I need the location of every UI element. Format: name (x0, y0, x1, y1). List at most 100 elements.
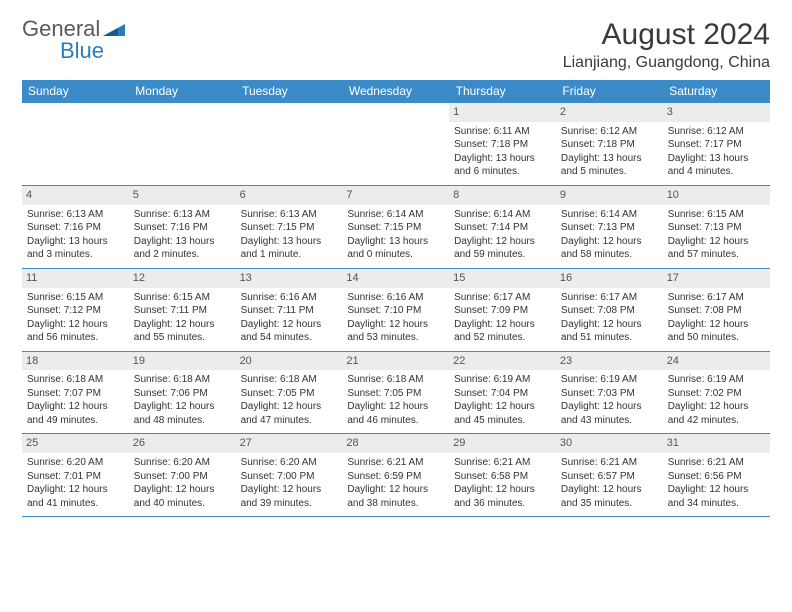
sunset-text: Sunset: 7:13 PM (668, 221, 765, 235)
daylight-text-1: Daylight: 12 hours (454, 235, 551, 249)
daylight-text-2: and 41 minutes. (27, 497, 124, 511)
day-number: 23 (556, 352, 663, 371)
daylight-text-2: and 58 minutes. (561, 248, 658, 262)
day-number: 25 (22, 434, 129, 453)
day-number: 11 (22, 269, 129, 288)
calendar-day-cell: 1Sunrise: 6:11 AMSunset: 7:18 PMDaylight… (449, 103, 556, 186)
logo: GeneralBlue (22, 18, 125, 62)
calendar-day-cell: 3Sunrise: 6:12 AMSunset: 7:17 PMDaylight… (663, 103, 770, 186)
sunrise-text: Sunrise: 6:20 AM (27, 456, 124, 470)
day-number: 20 (236, 352, 343, 371)
day-number: 16 (556, 269, 663, 288)
calendar-day-cell: 26Sunrise: 6:20 AMSunset: 7:00 PMDayligh… (129, 434, 236, 517)
calendar-week-row: 25Sunrise: 6:20 AMSunset: 7:01 PMDayligh… (22, 434, 770, 517)
sunrise-text: Sunrise: 6:18 AM (134, 373, 231, 387)
sunset-text: Sunset: 7:00 PM (134, 470, 231, 484)
calendar-header-row: SundayMondayTuesdayWednesdayThursdayFrid… (22, 80, 770, 103)
calendar-day-cell: 16Sunrise: 6:17 AMSunset: 7:08 PMDayligh… (556, 268, 663, 351)
sunrise-text: Sunrise: 6:14 AM (454, 208, 551, 222)
sunrise-text: Sunrise: 6:15 AM (27, 291, 124, 305)
daylight-text-2: and 34 minutes. (668, 497, 765, 511)
daylight-text-1: Daylight: 13 hours (347, 235, 444, 249)
day-number: 18 (22, 352, 129, 371)
sunrise-text: Sunrise: 6:21 AM (561, 456, 658, 470)
daylight-text-2: and 45 minutes. (454, 414, 551, 428)
day-number: 9 (556, 186, 663, 205)
calendar-day-cell: 7Sunrise: 6:14 AMSunset: 7:15 PMDaylight… (342, 185, 449, 268)
calendar-day-cell: 8Sunrise: 6:14 AMSunset: 7:14 PMDaylight… (449, 185, 556, 268)
daylight-text-2: and 42 minutes. (668, 414, 765, 428)
title-block: August 2024 Lianjiang, Guangdong, China (563, 18, 770, 72)
sunrise-text: Sunrise: 6:13 AM (241, 208, 338, 222)
day-number: 12 (129, 269, 236, 288)
logo-triangle-icon (103, 18, 125, 40)
weekday-header: Tuesday (236, 80, 343, 103)
calendar-day-cell: 21Sunrise: 6:18 AMSunset: 7:05 PMDayligh… (342, 351, 449, 434)
daylight-text-1: Daylight: 13 hours (241, 235, 338, 249)
location-text: Lianjiang, Guangdong, China (563, 54, 770, 72)
daylight-text-2: and 2 minutes. (134, 248, 231, 262)
calendar-day-cell: 23Sunrise: 6:19 AMSunset: 7:03 PMDayligh… (556, 351, 663, 434)
sunset-text: Sunset: 7:14 PM (454, 221, 551, 235)
daylight-text-1: Daylight: 12 hours (454, 400, 551, 414)
calendar-day-cell: 5Sunrise: 6:13 AMSunset: 7:16 PMDaylight… (129, 185, 236, 268)
calendar-day-cell: 31Sunrise: 6:21 AMSunset: 6:56 PMDayligh… (663, 434, 770, 517)
daylight-text-2: and 5 minutes. (561, 165, 658, 179)
daylight-text-2: and 56 minutes. (27, 331, 124, 345)
calendar-page: GeneralBlue August 2024 Lianjiang, Guang… (0, 0, 792, 535)
sunrise-text: Sunrise: 6:16 AM (347, 291, 444, 305)
day-number: 30 (556, 434, 663, 453)
daylight-text-1: Daylight: 13 hours (454, 152, 551, 166)
sunrise-text: Sunrise: 6:20 AM (241, 456, 338, 470)
daylight-text-2: and 51 minutes. (561, 331, 658, 345)
daylight-text-1: Daylight: 12 hours (561, 483, 658, 497)
day-number: 1 (449, 103, 556, 122)
sunset-text: Sunset: 7:03 PM (561, 387, 658, 401)
weekday-header: Friday (556, 80, 663, 103)
daylight-text-2: and 36 minutes. (454, 497, 551, 511)
day-number: 10 (663, 186, 770, 205)
day-number: 13 (236, 269, 343, 288)
sunset-text: Sunset: 6:57 PM (561, 470, 658, 484)
daylight-text-2: and 52 minutes. (454, 331, 551, 345)
calendar-week-row: 4Sunrise: 6:13 AMSunset: 7:16 PMDaylight… (22, 185, 770, 268)
calendar-day-cell (342, 103, 449, 186)
daylight-text-1: Daylight: 12 hours (134, 483, 231, 497)
day-number: 21 (342, 352, 449, 371)
day-number: 22 (449, 352, 556, 371)
daylight-text-1: Daylight: 13 hours (27, 235, 124, 249)
sunset-text: Sunset: 7:09 PM (454, 304, 551, 318)
day-number: 28 (342, 434, 449, 453)
daylight-text-2: and 1 minute. (241, 248, 338, 262)
sunset-text: Sunset: 7:18 PM (454, 138, 551, 152)
sunset-text: Sunset: 6:56 PM (668, 470, 765, 484)
calendar-day-cell: 10Sunrise: 6:15 AMSunset: 7:13 PMDayligh… (663, 185, 770, 268)
sunrise-text: Sunrise: 6:18 AM (27, 373, 124, 387)
day-number: 3 (663, 103, 770, 122)
day-number: 2 (556, 103, 663, 122)
weekday-header: Saturday (663, 80, 770, 103)
daylight-text-1: Daylight: 12 hours (27, 318, 124, 332)
sunrise-text: Sunrise: 6:17 AM (454, 291, 551, 305)
sunrise-text: Sunrise: 6:15 AM (668, 208, 765, 222)
sunrise-text: Sunrise: 6:16 AM (241, 291, 338, 305)
sunrise-text: Sunrise: 6:17 AM (561, 291, 658, 305)
sunset-text: Sunset: 7:01 PM (27, 470, 124, 484)
weekday-header: Sunday (22, 80, 129, 103)
sunrise-text: Sunrise: 6:21 AM (347, 456, 444, 470)
sunrise-text: Sunrise: 6:15 AM (134, 291, 231, 305)
sunset-text: Sunset: 7:10 PM (347, 304, 444, 318)
sunset-text: Sunset: 7:15 PM (241, 221, 338, 235)
daylight-text-2: and 39 minutes. (241, 497, 338, 511)
calendar-day-cell (236, 103, 343, 186)
sunset-text: Sunset: 7:00 PM (241, 470, 338, 484)
day-number: 5 (129, 186, 236, 205)
calendar-day-cell (22, 103, 129, 186)
sunrise-text: Sunrise: 6:21 AM (454, 456, 551, 470)
daylight-text-1: Daylight: 12 hours (241, 400, 338, 414)
day-number: 4 (22, 186, 129, 205)
sunset-text: Sunset: 7:12 PM (27, 304, 124, 318)
daylight-text-1: Daylight: 12 hours (27, 400, 124, 414)
day-number: 6 (236, 186, 343, 205)
daylight-text-1: Daylight: 12 hours (668, 483, 765, 497)
